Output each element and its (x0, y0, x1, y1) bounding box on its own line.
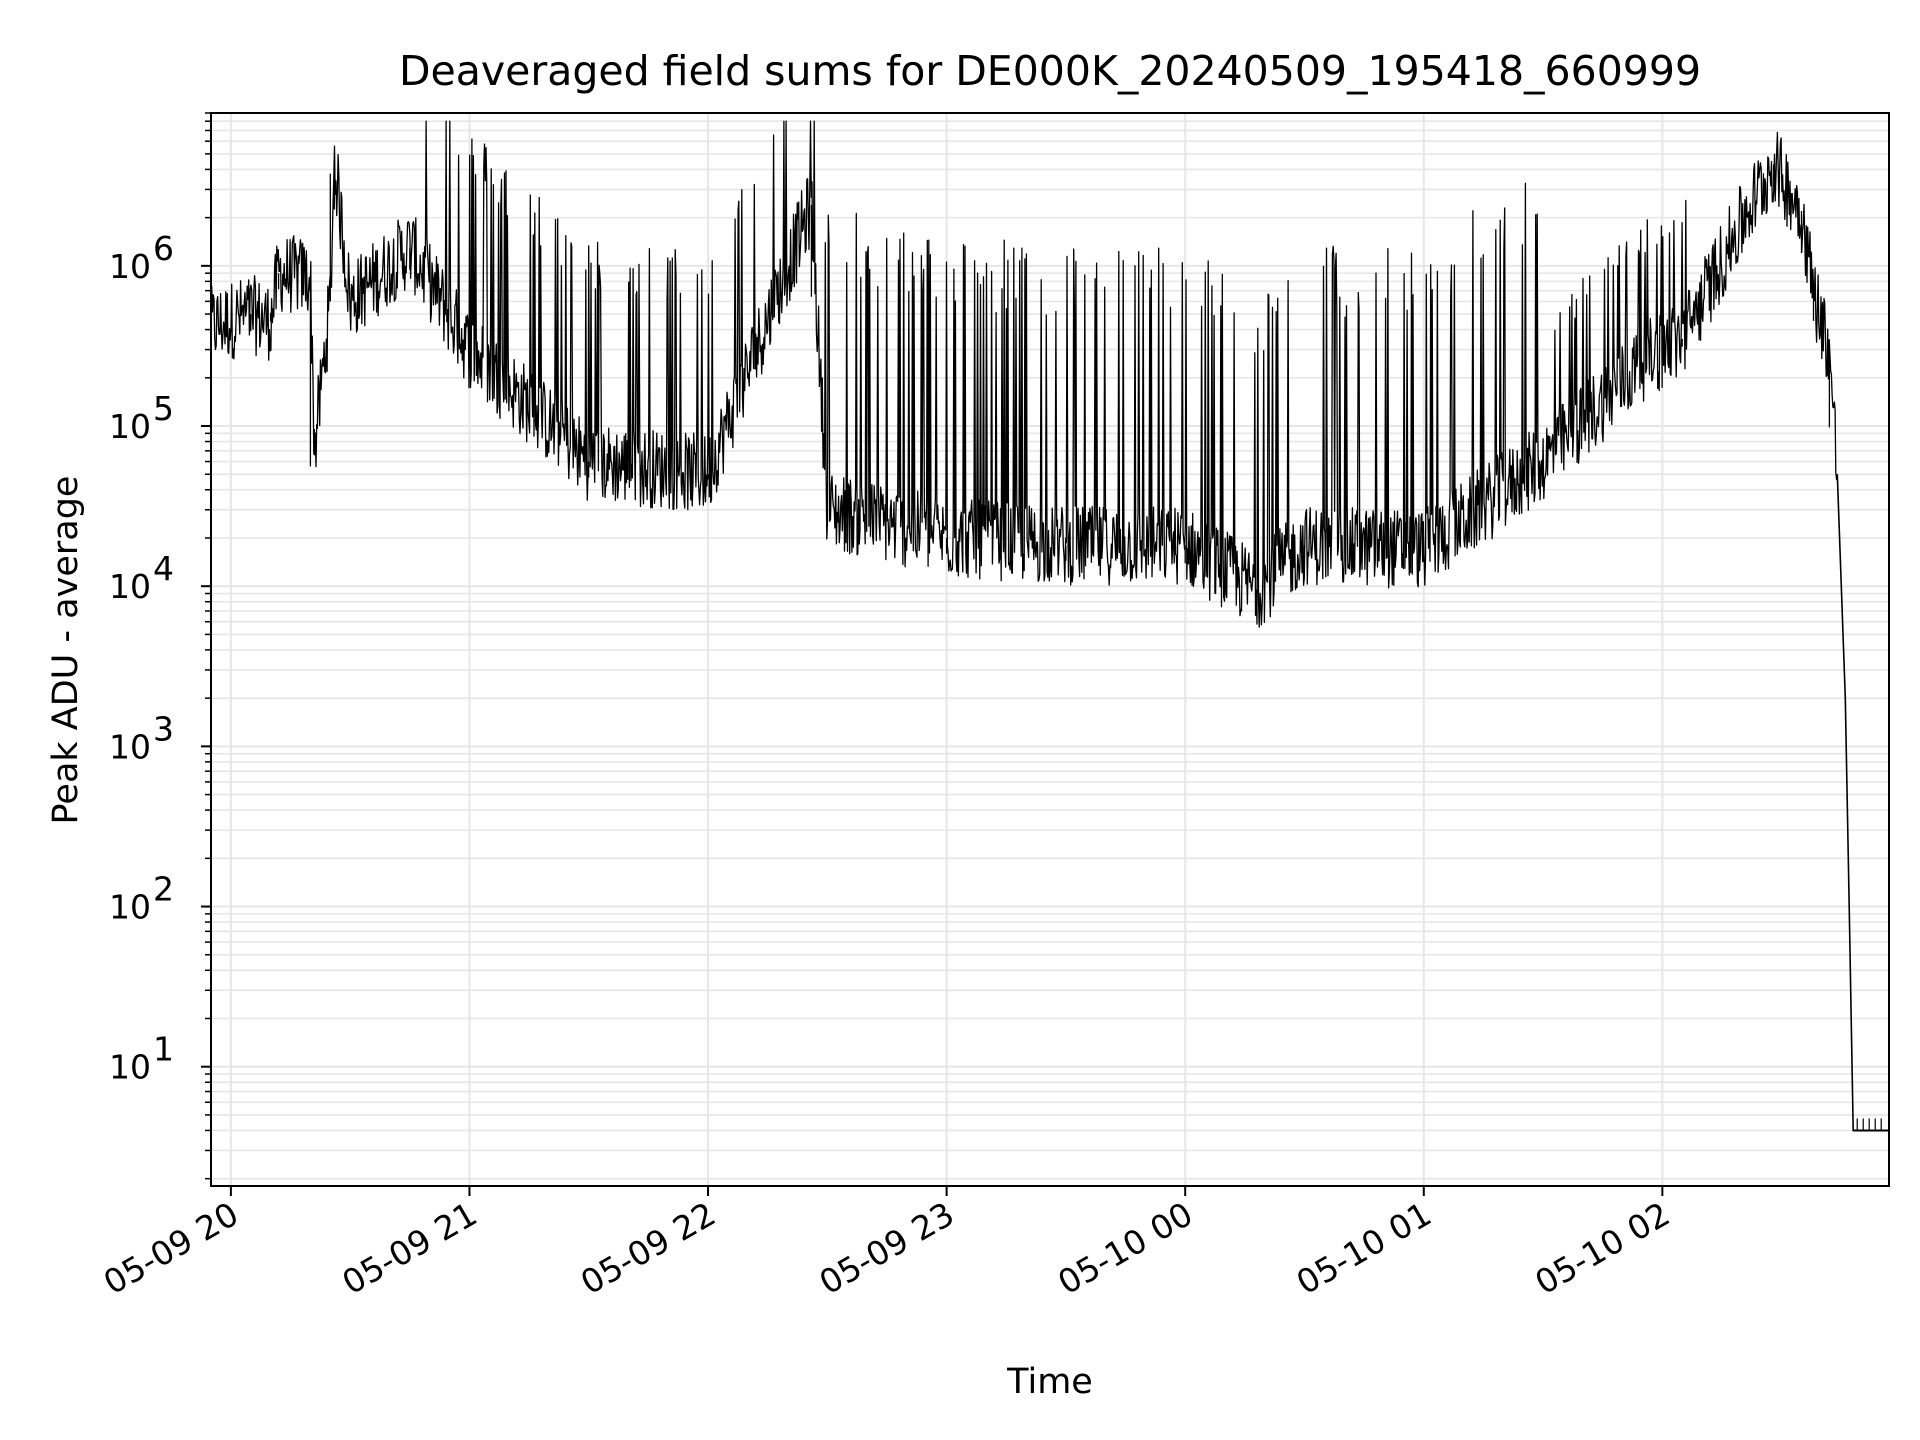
x-axis-title: Time (1006, 1362, 1093, 1402)
y-axis-title: Peak ADU - average (46, 476, 86, 825)
y-tick-base: 10 (109, 727, 151, 766)
y-tick-label: 10 (109, 407, 151, 446)
series-layer (210, 120, 1889, 1132)
y-tick-base: 10 (109, 247, 151, 286)
y-tick-exponent: 5 (153, 389, 174, 428)
chart-title: Deaveraged field sums for DE000K_2024050… (399, 47, 1701, 95)
series-line (210, 120, 1838, 628)
y-tick-label: 10 (109, 1048, 151, 1087)
y-tick-exponent: 1 (153, 1030, 174, 1069)
y-tick-base: 10 (109, 407, 151, 446)
y-tick-base: 10 (109, 888, 151, 927)
y-tick-label: 10 (109, 888, 151, 927)
y-tick-exponent: 6 (153, 229, 174, 268)
y-tick-label: 10 (109, 727, 151, 766)
y-tick-exponent: 4 (153, 549, 174, 588)
y-tick-exponent: 3 (153, 709, 174, 748)
grid-minor (211, 112, 1889, 1180)
y-tick-label: 10 (109, 567, 151, 606)
y-tick-exponent: 2 (153, 870, 174, 909)
y-tick-label: 10 (109, 247, 151, 286)
y-tick-base: 10 (109, 1048, 151, 1087)
y-tick-base: 10 (109, 567, 151, 606)
